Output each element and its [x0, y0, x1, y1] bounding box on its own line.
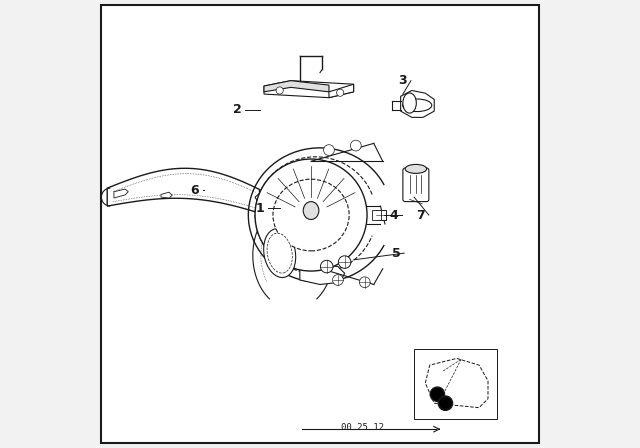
Polygon shape: [329, 84, 353, 98]
Circle shape: [351, 140, 361, 151]
Bar: [376, 210, 386, 220]
Text: 00 25 12: 00 25 12: [341, 423, 384, 432]
Ellipse shape: [403, 93, 417, 113]
Bar: [371, 210, 381, 220]
Circle shape: [324, 145, 334, 155]
Bar: [414, 349, 497, 419]
Ellipse shape: [267, 233, 292, 273]
Circle shape: [321, 260, 333, 273]
Polygon shape: [255, 188, 280, 205]
Text: 1: 1: [255, 202, 264, 215]
Ellipse shape: [303, 202, 319, 220]
Ellipse shape: [273, 179, 349, 251]
Circle shape: [255, 159, 367, 271]
Ellipse shape: [405, 164, 427, 173]
Circle shape: [276, 87, 284, 94]
Text: 3: 3: [399, 74, 407, 87]
Polygon shape: [426, 358, 488, 408]
Circle shape: [339, 256, 351, 268]
Text: 6: 6: [190, 184, 199, 197]
Ellipse shape: [403, 99, 432, 112]
Text: 4: 4: [390, 208, 398, 222]
Circle shape: [337, 89, 344, 96]
Ellipse shape: [264, 228, 296, 278]
Circle shape: [430, 387, 445, 401]
Polygon shape: [401, 90, 435, 117]
Polygon shape: [161, 192, 172, 198]
FancyBboxPatch shape: [403, 168, 429, 202]
Polygon shape: [114, 189, 128, 198]
Text: 5: 5: [392, 246, 401, 260]
Text: 7: 7: [417, 208, 425, 222]
Polygon shape: [108, 168, 260, 213]
Circle shape: [333, 275, 343, 285]
Polygon shape: [264, 81, 329, 92]
Polygon shape: [300, 264, 345, 284]
Circle shape: [438, 396, 452, 410]
Circle shape: [360, 277, 370, 288]
Text: 2: 2: [233, 103, 241, 116]
Polygon shape: [264, 81, 353, 98]
